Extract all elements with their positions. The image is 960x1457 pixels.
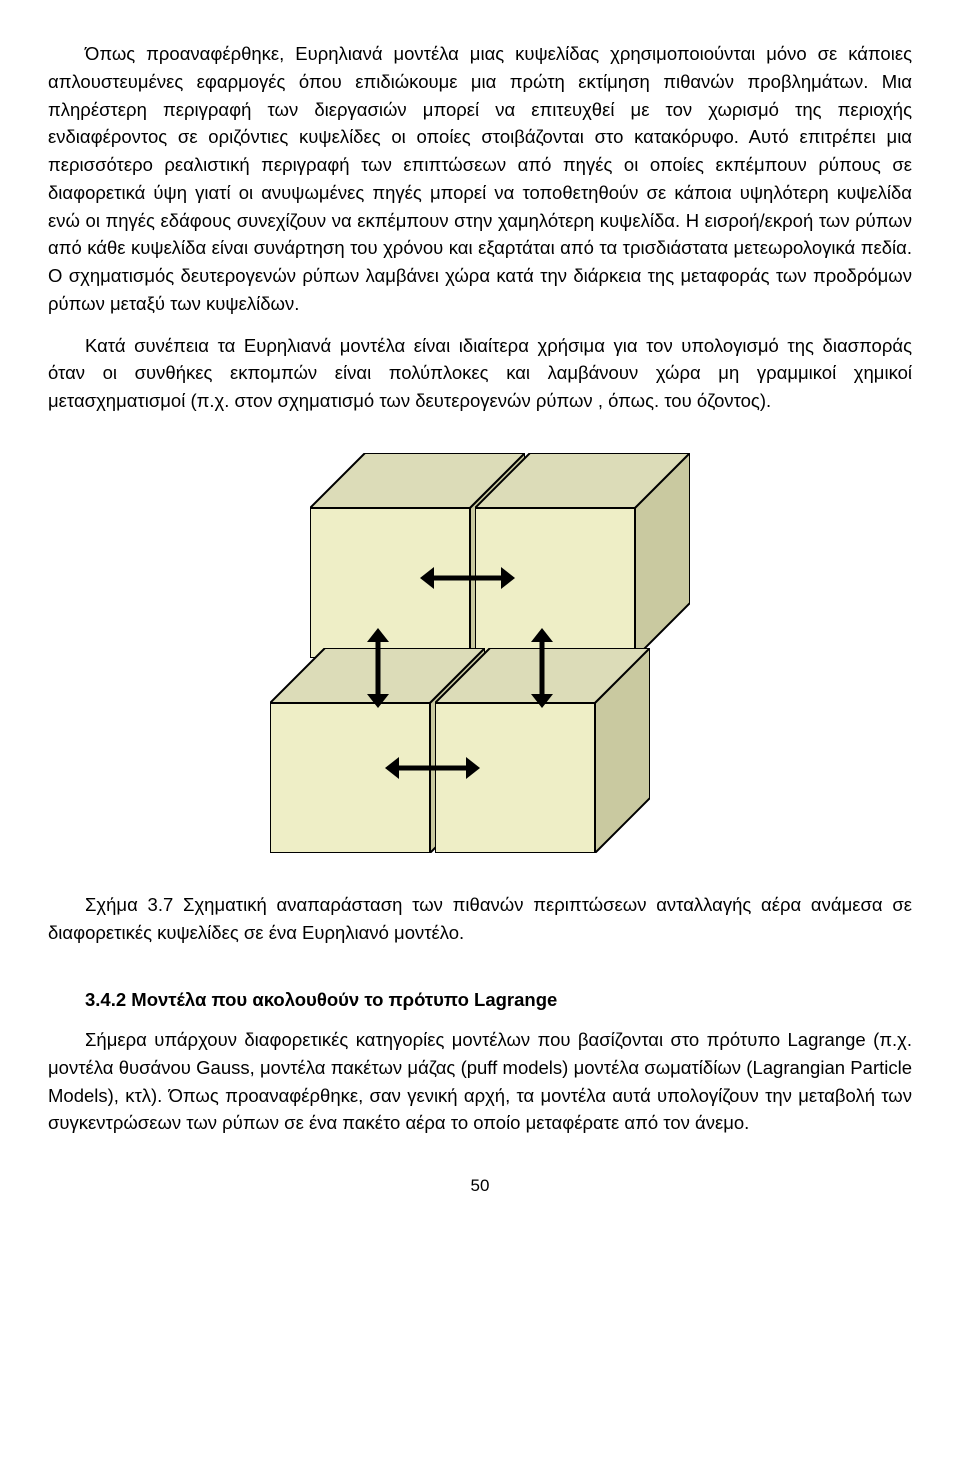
section-heading-3-4-2: 3.4.2 Μοντέλα που ακολουθούν το πρότυπο … bbox=[48, 986, 912, 1014]
figure-caption: Σχήμα 3.7 Σχηματική αναπαράσταση των πιθ… bbox=[48, 891, 912, 947]
cell-back_right bbox=[475, 453, 690, 658]
exchange-arrow-vertical bbox=[367, 628, 389, 716]
exchange-arrow-vertical bbox=[531, 628, 553, 716]
paragraph-3: Σήμερα υπάρχουν διαφορετικές κατηγορίες … bbox=[48, 1026, 912, 1137]
page-number: 50 bbox=[48, 1173, 912, 1199]
figure-3-7 bbox=[48, 453, 912, 863]
paragraph-1: Όπως προαναφέρθηκε, Ευρηλιανά μοντέλα μι… bbox=[48, 40, 912, 318]
exchange-arrow-horizontal bbox=[420, 567, 515, 597]
exchange-arrow-horizontal bbox=[385, 757, 480, 787]
paragraph-2: Κατά συνέπεια τα Ευρηλιανά μοντέλα είναι… bbox=[48, 332, 912, 415]
